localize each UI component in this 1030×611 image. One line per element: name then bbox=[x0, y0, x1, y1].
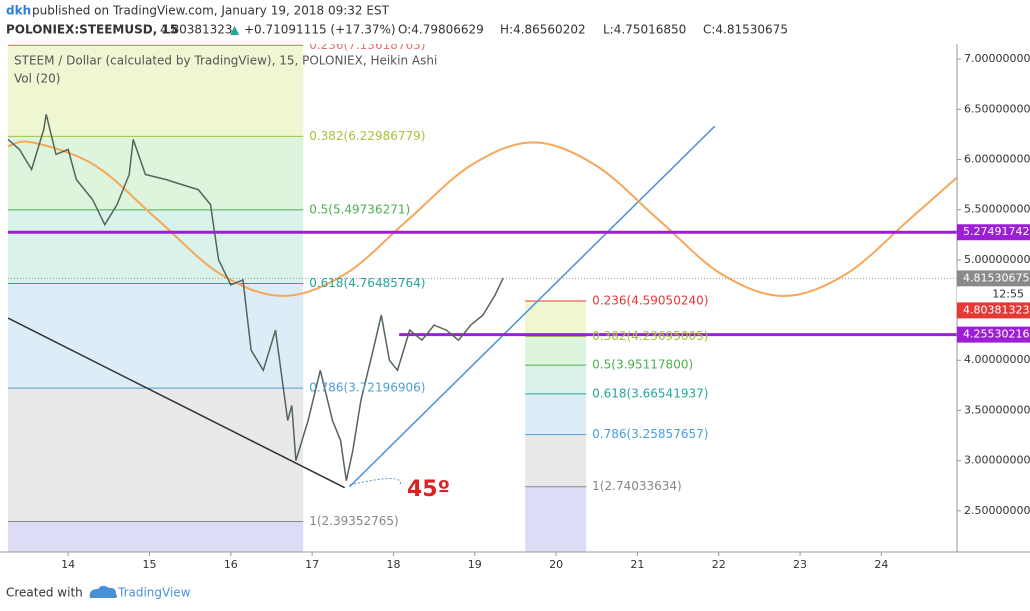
author[interactable]: dkh bbox=[6, 4, 31, 18]
y-tick-label: 5.00000000 bbox=[964, 253, 1030, 266]
brand-logo bbox=[89, 585, 118, 598]
fib-label: 0.786(3.72196906) bbox=[309, 381, 425, 395]
change: +0.71091115 (+17.37%) bbox=[244, 23, 396, 37]
fib-label: 0.786(3.25857657) bbox=[592, 427, 708, 441]
fib-zone bbox=[525, 434, 587, 487]
y-tick-label: 3.50000000 bbox=[964, 403, 1030, 416]
fib-label: 0.382(6.22986779) bbox=[309, 129, 425, 143]
price-line bbox=[7, 114, 504, 481]
x-tick-label: 18 bbox=[386, 558, 400, 571]
low: L:4.75016850 bbox=[603, 23, 686, 37]
y-tick-label: 6.00000000 bbox=[964, 152, 1030, 165]
fib-zone bbox=[8, 45, 304, 137]
sine-curve bbox=[7, 140, 958, 297]
fib-zone bbox=[525, 336, 587, 366]
countdown: 12:55 bbox=[992, 287, 1024, 300]
y-tick-label: 2.50000000 bbox=[964, 504, 1030, 517]
x-tick-label: 16 bbox=[224, 558, 238, 571]
header-bg bbox=[0, 0, 1030, 44]
trend-line bbox=[348, 125, 716, 488]
fib-zone bbox=[8, 283, 304, 389]
x-tick-label: 20 bbox=[549, 558, 563, 571]
trend-line bbox=[7, 317, 346, 489]
fib-zone bbox=[8, 388, 304, 522]
price-tag bbox=[957, 302, 1030, 319]
footer-brand[interactable]: TradingView bbox=[117, 586, 191, 600]
y-tick-label: 6.50000000 bbox=[964, 102, 1030, 115]
x-tick-label: 15 bbox=[142, 558, 156, 571]
change-arrow: ▲ bbox=[230, 23, 240, 37]
price-tag-label: 5.27491742 bbox=[963, 225, 1029, 238]
fib-label: 0.382(4.23695005) bbox=[592, 329, 708, 343]
price-tag bbox=[957, 270, 1030, 287]
x-tick-label: 24 bbox=[874, 558, 888, 571]
footer-created: Created with bbox=[6, 586, 83, 600]
fib-label: 0.5(3.95117800) bbox=[592, 358, 693, 372]
legend-title: STEEM / Dollar (calculated by TradingVie… bbox=[14, 54, 437, 68]
angle-label: 45º bbox=[407, 477, 450, 502]
x-tick-label: 14 bbox=[61, 558, 75, 571]
x-tick-label: 17 bbox=[305, 558, 319, 571]
last-price: 4.80381323 bbox=[160, 23, 233, 37]
countdown-bg bbox=[957, 286, 1030, 303]
fib-label: 0.618(4.76485764) bbox=[309, 276, 425, 290]
high: H:4.86560202 bbox=[500, 23, 586, 37]
fib-zone bbox=[525, 486, 587, 552]
fib-label: 0.618(3.66541937) bbox=[592, 386, 708, 400]
y-tick-label: 5.50000000 bbox=[964, 203, 1030, 216]
y-tick-label: 3.00000000 bbox=[964, 454, 1030, 467]
open: O:4.79806629 bbox=[398, 23, 484, 37]
price-tag bbox=[957, 224, 1030, 241]
legend-volume: Vol (20) bbox=[14, 72, 60, 86]
price-tag-label: 4.81530675 bbox=[963, 271, 1029, 284]
plot-layer: 0.236(7.13618763)0.382(6.22986779)0.5(5.… bbox=[7, 38, 958, 552]
price-tag-label: 4.25530216 bbox=[963, 328, 1029, 341]
fib-label: 1(2.74033634) bbox=[592, 479, 682, 493]
fib-zone bbox=[525, 365, 587, 394]
fib-label: 0.5(5.49736271) bbox=[309, 202, 410, 216]
x-tick-label: 21 bbox=[630, 558, 644, 571]
price-tag bbox=[957, 326, 1030, 343]
x-tick-label: 19 bbox=[468, 558, 482, 571]
price-tag-label: 4.80381323 bbox=[963, 303, 1029, 316]
fib-zone bbox=[525, 300, 587, 337]
x-tick-label: 22 bbox=[712, 558, 726, 571]
fib-zone bbox=[8, 209, 304, 284]
fib-zone bbox=[525, 393, 587, 435]
fib-zone bbox=[8, 521, 304, 552]
fib-zone bbox=[8, 44, 304, 46]
y-tick-label: 4.00000000 bbox=[964, 353, 1030, 366]
fib-label: 0.236(4.59050240) bbox=[592, 293, 708, 307]
y-tick-label: 7.00000000 bbox=[964, 52, 1030, 65]
x-tick-label: 23 bbox=[793, 558, 807, 571]
angle-arc bbox=[349, 478, 401, 486]
symbol: POLONIEX:STEEMUSD, 15 bbox=[6, 23, 178, 37]
close: C:4.81530675 bbox=[703, 23, 788, 37]
published: published on TradingView.com, January 19… bbox=[32, 4, 390, 18]
fib-label: 1(2.39352765) bbox=[309, 514, 399, 528]
